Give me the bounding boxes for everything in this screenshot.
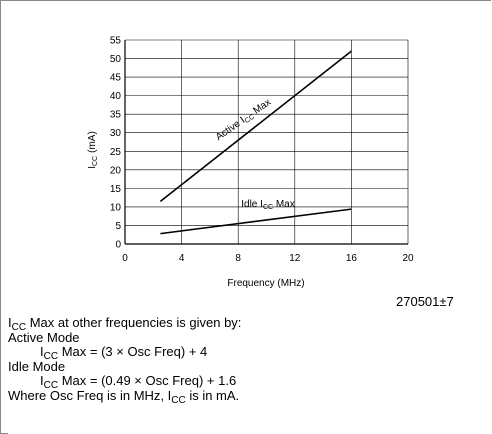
active-icc-max-line (159, 50, 352, 202)
x-tick-label: 0 (122, 253, 128, 264)
chart-grid (125, 39, 409, 244)
figure-id: 270501±7 (396, 294, 454, 309)
x-tick-label: 8 (235, 253, 241, 264)
y-axis-label: ICC(mA) (87, 131, 99, 169)
idle-mode-title: Idle Mode (8, 358, 66, 374)
x-tick-label: 12 (289, 253, 301, 264)
idle-mode-formula: ICC Max = (0.49 × Osc Freq) + 1.6 (40, 373, 237, 392)
formula-notes: ICC Max at other frequencies is given by… (8, 315, 242, 406)
y-tick-label: 0 (115, 240, 121, 251)
units-note: Where Osc Freq is in MHz, ICC is in mA. (8, 387, 240, 406)
x-axis-label: Frequency (MHz) (227, 278, 304, 289)
y-tick-label: 50 (110, 54, 122, 65)
active-mode-formula: ICC Max = (3 × Osc Freq) + 4 (40, 344, 208, 363)
series-label-idle: Idle ICC Max (241, 199, 294, 211)
x-tick-label: 16 (346, 253, 358, 264)
y-tick-label: 40 (110, 91, 122, 102)
y-tick-label: 55 (110, 36, 122, 47)
y-tick-label: 25 (110, 147, 122, 158)
x-tick-label: 4 (179, 253, 185, 264)
y-tick-label: 5 (115, 221, 121, 232)
y-tick-label: 30 (110, 128, 122, 139)
y-tick-label: 35 (110, 110, 122, 121)
series-lines (159, 50, 352, 235)
idle-icc-max-line (160, 208, 352, 235)
x-tick-label: 20 (402, 253, 414, 264)
y-tick-label: 20 (110, 165, 122, 176)
x-tick-labels: 0 4 8 12 16 20 (122, 253, 414, 264)
y-tick-label: 15 (110, 184, 122, 195)
notes-intro: ICC Max at other frequencies is given by… (8, 315, 242, 333)
series-label-active: Active ICC Max (214, 97, 274, 144)
active-mode-title: Active Mode (8, 329, 80, 345)
y-tick-label: 10 (110, 202, 122, 213)
y-tick-label: 45 (110, 73, 122, 84)
chart-axes (124, 40, 408, 245)
y-tick-labels: 0 5 10 15 20 25 30 35 40 45 50 55 (110, 36, 122, 251)
icc-frequency-chart: 0 5 10 15 20 25 30 35 40 45 50 55 0 4 8 12 16 20 ICC(mA)… (87, 36, 414, 290)
